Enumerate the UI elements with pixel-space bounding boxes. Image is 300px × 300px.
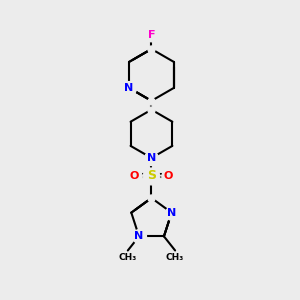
Text: S: S [147,169,156,182]
Text: N: N [124,83,134,93]
Text: F: F [148,30,155,40]
Text: N: N [167,208,176,218]
Text: N: N [134,231,144,241]
Text: CH₃: CH₃ [166,253,184,262]
Text: O: O [130,171,139,181]
Text: CH₃: CH₃ [119,253,137,262]
Text: N: N [147,153,156,163]
Text: O: O [164,171,173,181]
